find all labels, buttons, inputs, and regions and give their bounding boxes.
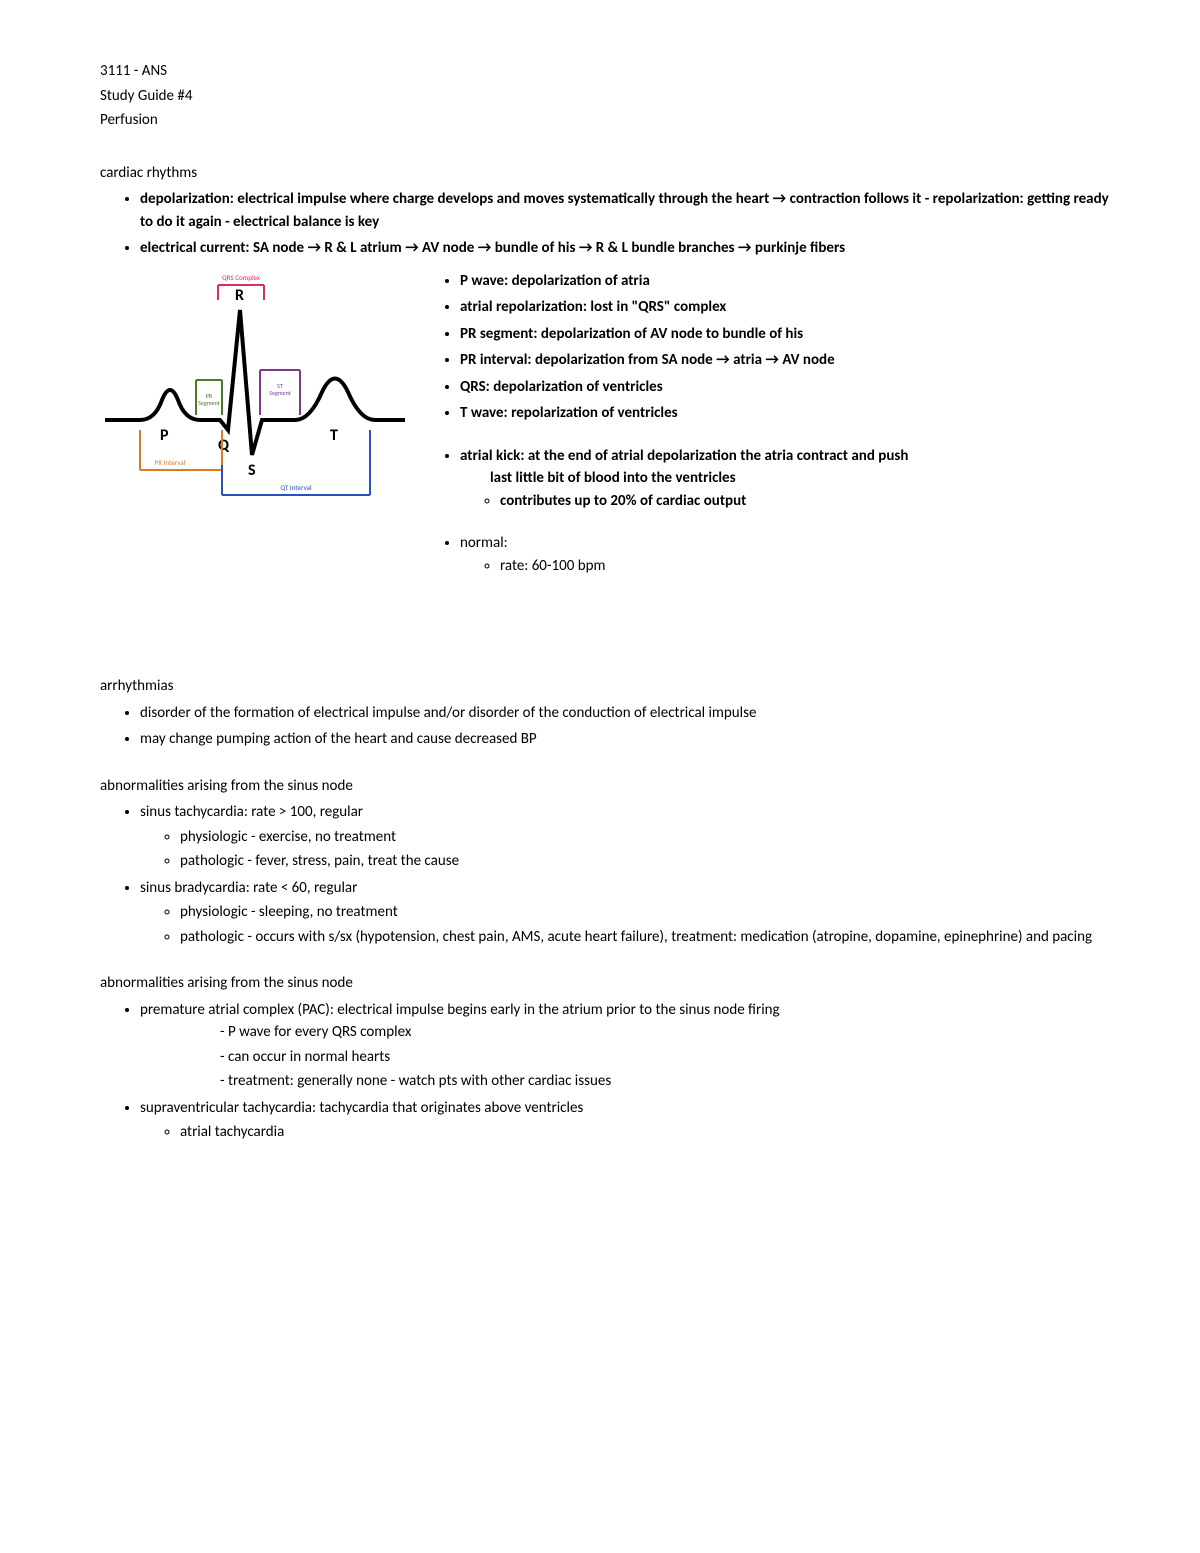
list-item: electrical current: SA node → R & L atri… [140, 237, 1110, 260]
label-s: S [248, 461, 256, 480]
svg-text:Segment: Segment [198, 399, 219, 407]
qt-interval-label: QT Interval [280, 483, 312, 492]
list-item: premature atrial complex (PAC): electric… [140, 999, 1110, 1093]
ecg-definitions: P wave: depolarization of atria atrial r… [410, 270, 1110, 582]
list-item: contributes up to 20% of cardiac output [500, 490, 1110, 513]
list-item: physiologic - sleeping, no treatment [180, 901, 1110, 924]
list-item: supraventricular tachycardia: tachycardi… [140, 1097, 1110, 1144]
list-item: may change pumping action of the heart a… [140, 728, 1110, 751]
label-t: T [330, 426, 338, 445]
header-course: 3111 - ANS [100, 60, 1110, 83]
svg-text:Segment: Segment [269, 389, 290, 397]
ecg-diagram: P R Q S T QRS Complex PR Segment [100, 270, 410, 528]
list-item: QRS: depolarization of ventricles [460, 376, 1110, 399]
list-item: atrial kick: at the end of atrial depola… [460, 445, 1110, 513]
dash-item: - can occur in normal hearts [220, 1046, 1110, 1069]
label-q: Q [218, 436, 230, 455]
sinus-abnorm1-list: sinus tachycardia: rate > 100, regular p… [140, 801, 1110, 948]
qrs-label: QRS Complex [222, 273, 260, 282]
list-item: atrial tachycardia [180, 1121, 1110, 1144]
ecg-waveform [105, 310, 405, 455]
list-item: pathologic - occurs with s/sx (hypotensi… [180, 926, 1110, 949]
header-guide: Study Guide #4 [100, 85, 1110, 108]
list-item: rate: 60-100 bpm [500, 555, 1110, 578]
section-sinus-abnorm2-title: abnormalities arising from the sinus nod… [100, 972, 1110, 995]
section-cardiac-rhythms-title: cardiac rhythms [100, 162, 1110, 185]
section-arrhythmias-title: arrhythmias [100, 675, 1110, 698]
header-topic: Perfusion [100, 109, 1110, 132]
list-item: PR interval: depolarization from SA node… [460, 349, 1110, 372]
label-p: P [160, 426, 169, 445]
dash-item: - treatment: generally none - watch pts … [220, 1070, 1110, 1093]
list-item: T wave: repolarization of ventricles [460, 402, 1110, 425]
list-item: normal: rate: 60-100 bpm [460, 532, 1110, 577]
pr-interval-label: PR Interval [155, 458, 186, 467]
list-item: sinus tachycardia: rate > 100, regular p… [140, 801, 1110, 873]
list-item: disorder of the formation of electrical … [140, 702, 1110, 725]
list-item: PR segment: depolarization of AV node to… [460, 323, 1110, 346]
list-item: pathologic - fever, stress, pain, treat … [180, 850, 1110, 873]
cardiac-rhythms-list: depolarization: electrical impulse where… [140, 188, 1110, 260]
list-item: atrial repolarization: lost in "QRS" com… [460, 296, 1110, 319]
section-sinus-abnorm1-title: abnormalities arising from the sinus nod… [100, 775, 1110, 798]
document-header: 3111 - ANS Study Guide #4 Perfusion [100, 60, 1110, 132]
list-item: physiologic - exercise, no treatment [180, 826, 1110, 849]
list-item: P wave: depolarization of atria [460, 270, 1110, 293]
arrhythmias-list: disorder of the formation of electrical … [140, 702, 1110, 751]
list-item: depolarization: electrical impulse where… [140, 188, 1110, 233]
dash-item: - P wave for every QRS complex [220, 1021, 1110, 1044]
label-r: R [235, 286, 244, 305]
list-item: sinus bradycardia: rate < 60, regular ph… [140, 877, 1110, 949]
sinus-abnorm2-list: premature atrial complex (PAC): electric… [140, 999, 1110, 1144]
